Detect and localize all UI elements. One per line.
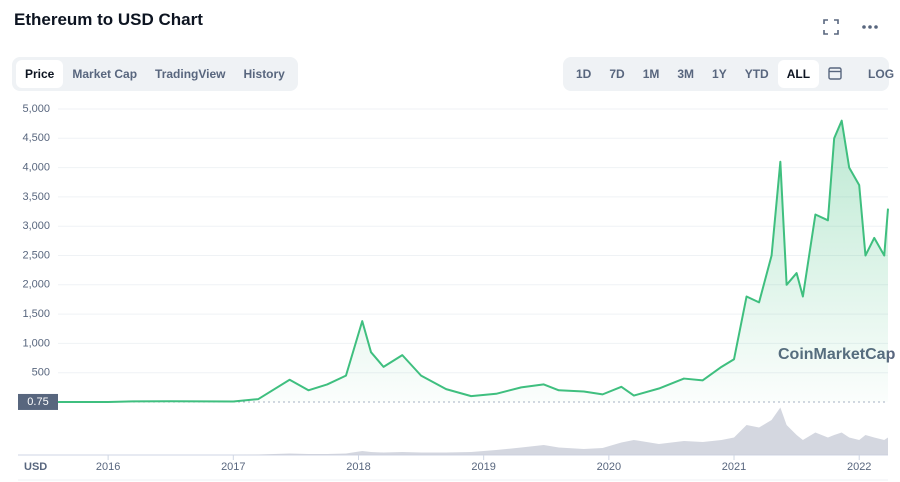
range-button[interactable]: ALL (777, 60, 820, 88)
range-button[interactable]: 1Y (712, 67, 727, 81)
range-group: 1D 7D 1M 3M 1Y YTD ALL LOG (563, 57, 894, 91)
volume-area (58, 407, 888, 455)
x-tick-label: 2017 (221, 461, 245, 473)
x-tick-label: 2019 (471, 461, 495, 473)
tab[interactable]: Price (16, 60, 64, 88)
tab[interactable]: TradingView (155, 67, 226, 81)
y-tick-label: 5,000 (22, 103, 50, 115)
x-tick-label: 2022 (847, 461, 871, 473)
range-button[interactable]: 1D (576, 67, 592, 81)
icons (823, 19, 878, 35)
y-tick-label: 2,500 (22, 249, 50, 261)
currency-label: USD (24, 461, 47, 473)
x-tick-label: 2020 (597, 461, 621, 473)
baseline-badge (18, 393, 58, 410)
x-tick-label: 2018 (346, 461, 370, 473)
title: Ethereum to USD Chart (14, 10, 203, 29)
log-button[interactable]: LOG (868, 67, 895, 81)
range-button[interactable]: 1M (642, 67, 660, 81)
y-tick-label: 4,000 (22, 162, 50, 174)
range-button[interactable]: 3M (677, 67, 695, 81)
calendar-button[interactable] (819, 59, 851, 90)
tab[interactable]: History (243, 67, 285, 81)
y-tick-label: 2,000 (22, 279, 50, 291)
y-tick-label: 3,500 (22, 191, 50, 203)
y-tick-label: 1,500 (22, 308, 50, 320)
calendar-icon (828, 66, 842, 80)
tab[interactable]: Market Cap (72, 67, 138, 81)
fullscreen-icon[interactable] (823, 19, 839, 35)
y-tick-label: 3,000 (22, 220, 50, 232)
x-tick-label: 2016 (96, 461, 120, 473)
y-tick-label: 4,500 (22, 132, 50, 144)
y-tick-label: 1,000 (22, 337, 50, 349)
range-button[interactable]: 7D (609, 67, 625, 81)
more-icon[interactable] (862, 25, 878, 29)
range-button[interactable]: YTD (744, 67, 769, 81)
price-line (58, 119, 889, 403)
x-tick-label: 2021 (722, 461, 746, 473)
baseline-label: 0.75 (27, 396, 48, 408)
tab-group: Price Market Cap TradingView History (12, 57, 298, 91)
y-tick-label: 500 (32, 367, 50, 379)
price-area (58, 120, 888, 402)
